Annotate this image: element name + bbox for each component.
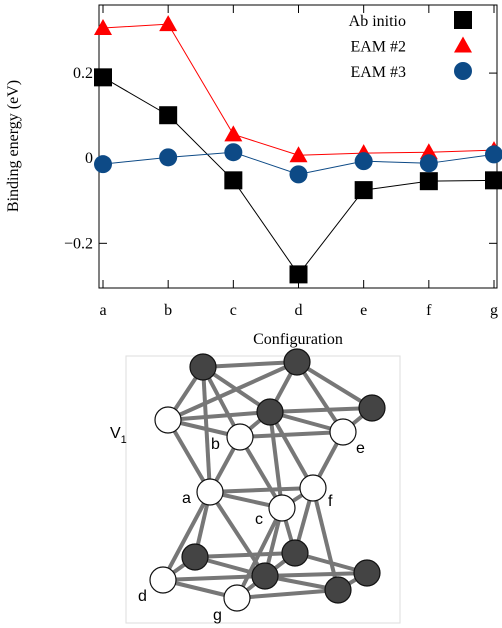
atom-label: a	[182, 490, 191, 507]
x-tick-label: c	[230, 302, 237, 319]
atom-label: c	[255, 511, 263, 528]
data-point	[224, 143, 243, 162]
atom-label: d	[138, 588, 147, 605]
atoms	[149, 348, 386, 612]
x-tick-label: a	[99, 302, 106, 319]
y-tick-label: 0	[85, 150, 93, 167]
data-point	[289, 165, 308, 184]
data-point	[289, 146, 308, 163]
data-point	[485, 145, 502, 164]
data-point	[224, 171, 243, 190]
x-tick-label: d	[295, 302, 303, 319]
y-axis-label: Binding energy (eV)	[5, 80, 22, 212]
atom-label: V1	[110, 425, 127, 446]
y-tick-label: 0.2	[73, 65, 93, 82]
x-tick-label: f	[426, 302, 432, 319]
atom-label: e	[356, 440, 365, 457]
data-point	[159, 15, 178, 32]
plot: −0.2 0 0.2 a b c d e f g Ab initio EAM #2 EAM #3	[64, 5, 502, 319]
x-tick-label: b	[164, 302, 172, 319]
legend-marker	[454, 62, 472, 80]
data-point	[159, 106, 178, 125]
legend-marker	[454, 11, 472, 29]
legend-label: Ab initio	[349, 13, 406, 30]
x-tick-label: g	[490, 302, 498, 319]
data-point	[289, 265, 308, 284]
legend-marker	[454, 36, 472, 53]
data-point	[159, 148, 178, 167]
series-line	[102, 23, 495, 156]
atom-label: b	[211, 436, 220, 453]
data-point	[419, 154, 438, 173]
y-tick-label: −0.2	[64, 235, 93, 252]
plot-frame	[98, 4, 498, 289]
x-axis-label: Configuration	[253, 331, 343, 348]
atom-label: f	[328, 493, 333, 510]
data-point	[94, 68, 112, 87]
data-point	[354, 152, 373, 171]
legend-label: EAM #3	[350, 64, 406, 81]
legend-label: EAM #2	[350, 39, 406, 56]
data-point	[485, 171, 502, 190]
structure-diagram: V1 b e a c f d g	[110, 348, 401, 624]
data-point	[224, 125, 243, 142]
bonds	[161, 360, 374, 600]
data-point	[419, 143, 438, 160]
diagram-frame	[125, 355, 401, 624]
data-point	[419, 172, 438, 191]
data-point	[94, 155, 112, 174]
data-point	[94, 18, 112, 35]
atom-label: g	[213, 607, 222, 624]
x-tick-label: e	[360, 302, 367, 319]
data-point	[354, 181, 373, 200]
